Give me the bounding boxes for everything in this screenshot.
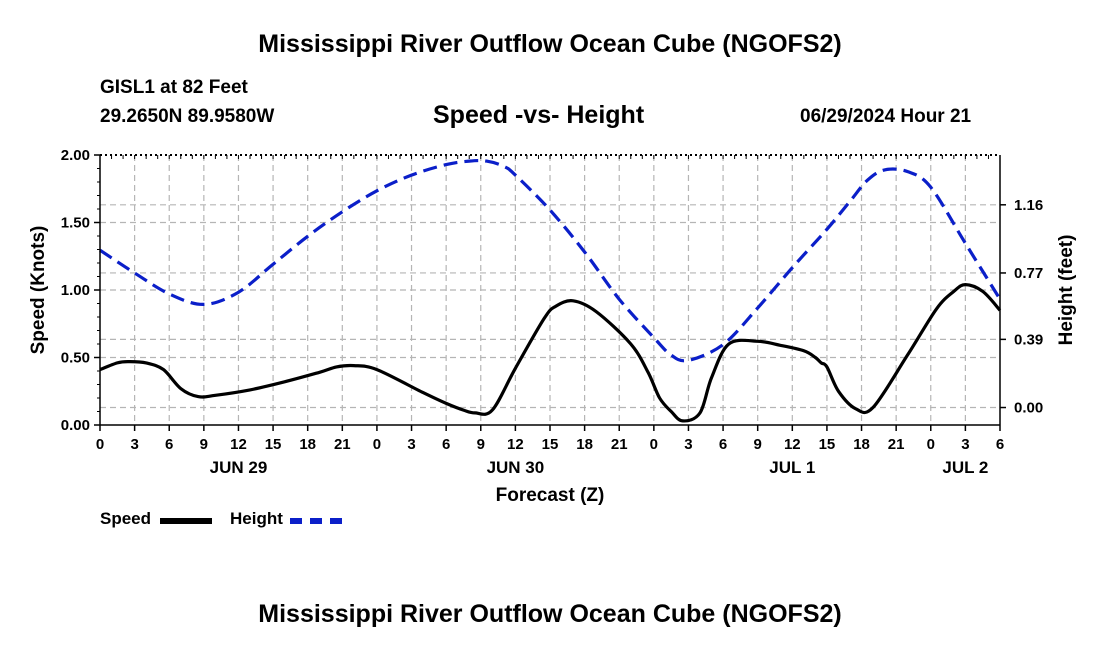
series-line-height (99, 158, 1002, 363)
x-tick-label: 9 (200, 436, 208, 453)
y-tick-label: 0.00 (61, 417, 90, 434)
forecast-time: 06/29/2024 Hour 21 (800, 106, 972, 127)
x-tick-label: 6 (442, 436, 450, 453)
series-lines (99, 158, 1002, 423)
plot-subtitle: Speed -vs- Height (433, 101, 645, 129)
legend-speed-swatch (160, 518, 212, 524)
x-tick-label: 21 (611, 436, 628, 453)
x-tick-label: 6 (719, 436, 727, 453)
x-tick-label: 0 (96, 436, 104, 453)
x-tick-label: 3 (961, 436, 969, 453)
date-label: JUL 2 (942, 458, 988, 477)
y2-tick-label: 1.16 (1014, 197, 1043, 214)
x-tick-label: 9 (754, 436, 762, 453)
x-axis-title: Forecast (Z) (496, 485, 605, 506)
x-tick-label: 6 (996, 436, 1004, 453)
x-tick-label: 6 (165, 436, 173, 453)
x-tick-label: 9 (477, 436, 485, 453)
x-tick-label: 3 (684, 436, 692, 453)
y-tick-label: 1.50 (61, 215, 90, 232)
x-tick-label: 15 (265, 436, 282, 453)
x-tick-label: 12 (784, 436, 801, 453)
x-tick-label: 3 (130, 436, 138, 453)
legend-height-label: Height (230, 509, 283, 528)
x-tick-label: 21 (888, 436, 905, 453)
y2-axis-title: Height (feet) (1056, 235, 1077, 346)
x-tick-label: 12 (230, 436, 247, 453)
date-label: JUN 29 (210, 458, 268, 477)
x-tick-label: 3 (407, 436, 415, 453)
x-tick-label: 15 (542, 436, 559, 453)
axis-labels: 0 3 6 9 12 15 18 21 0 3 6 9 12 15 18 21 0 3 6 9 12 15 18 21 0 3 6J… (28, 147, 1077, 506)
station-coordinates: 29.2650N 89.9580W (100, 106, 275, 127)
grid-lines (100, 155, 1000, 425)
x-tick-label: 21 (334, 436, 351, 453)
legend-speed-label: Speed (100, 509, 152, 528)
x-tick-label: 12 (507, 436, 524, 453)
y2-tick-label: 0.39 (1014, 331, 1043, 348)
y-tick-label: 1.00 (61, 282, 90, 299)
x-tick-label: 18 (853, 436, 870, 453)
y2-tick-label: 0.00 (1014, 400, 1043, 417)
y-tick-label: 0.50 (61, 350, 90, 367)
x-tick-label: 0 (373, 436, 381, 453)
footer-title: Mississippi River Outflow Ocean Cube (NG… (258, 600, 842, 628)
y2-tick-label: 0.77 (1014, 265, 1043, 282)
chart-title: Mississippi River Outflow Ocean Cube (NG… (258, 30, 842, 58)
x-tick-label: 18 (576, 436, 593, 453)
y-axis-title: Speed (Knots) (28, 226, 49, 355)
series-line-speed (99, 283, 1002, 423)
legend-height-swatch (290, 518, 342, 524)
y-tick-label: 2.00 (61, 147, 90, 164)
x-tick-label: 0 (927, 436, 935, 453)
x-tick-label: 18 (299, 436, 316, 453)
station-label: GISL1 at 82 Feet (100, 77, 248, 98)
x-tick-label: 15 (819, 436, 836, 453)
date-label: JUN 30 (487, 458, 545, 477)
axes (94, 154, 1006, 431)
date-label: JUL 1 (769, 458, 815, 477)
x-tick-label: 0 (650, 436, 658, 453)
